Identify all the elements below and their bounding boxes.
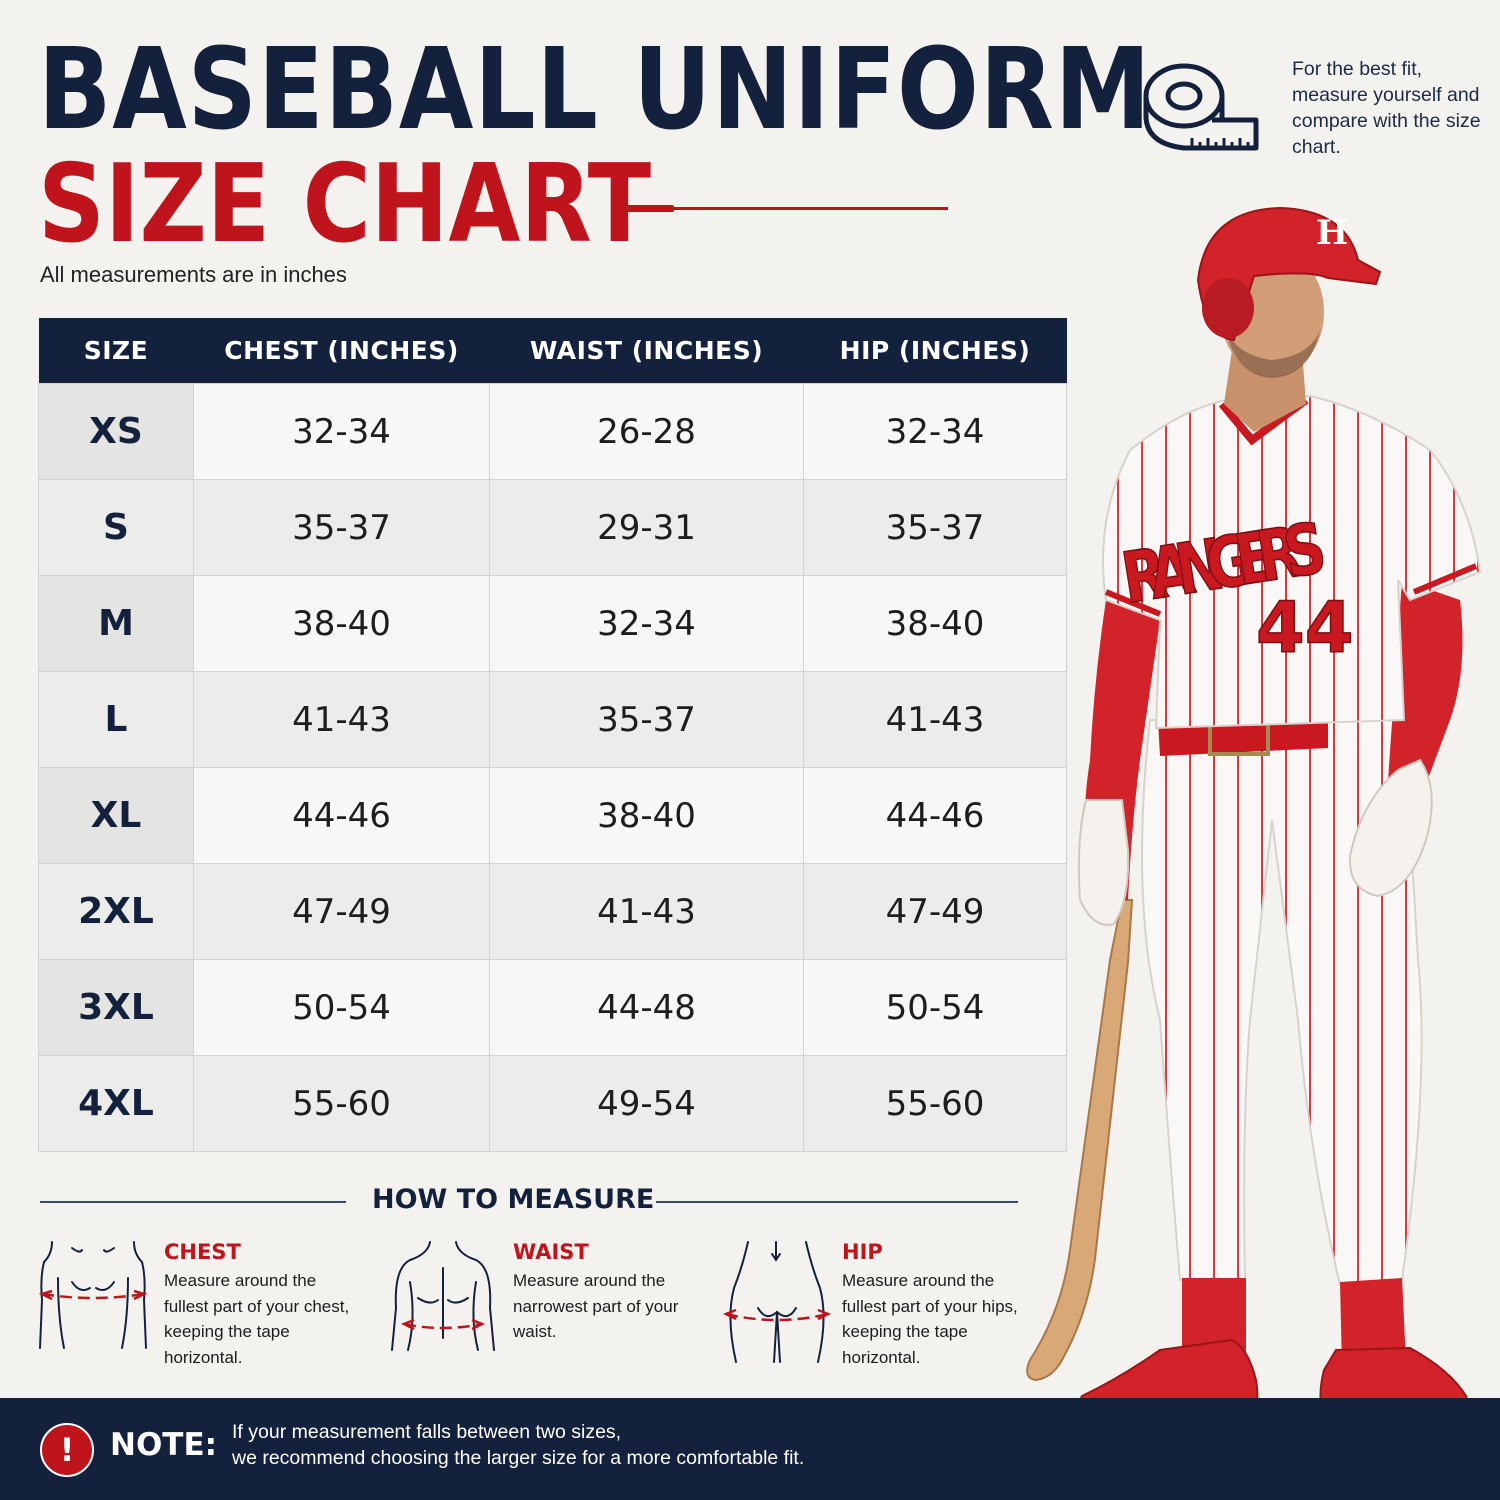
table-row: 2XL 47-49 41-43 47-49: [38, 863, 1067, 960]
chest-cell: 41-43: [193, 671, 490, 768]
measuring-tape-icon: [1143, 63, 1259, 151]
waist-label: WAIST: [513, 1240, 589, 1264]
chest-label: CHEST: [164, 1240, 241, 1264]
hip-cell: 47-49: [803, 863, 1067, 960]
size-cell: S: [38, 479, 194, 576]
waist-cell: 26-28: [489, 383, 804, 480]
units-note: All measurements are in inches: [40, 262, 347, 287]
waist-instructions: Measure around the narrowest part of you…: [513, 1271, 679, 1341]
note-text-line1: If your measurement falls between two si…: [232, 1421, 622, 1443]
hip-cell: 32-34: [803, 383, 1067, 480]
size-cell: 3XL: [38, 959, 194, 1056]
hip-diagram-icon: [722, 1241, 832, 1363]
size-cell: L: [38, 671, 194, 768]
jersey-number: 44: [1256, 587, 1353, 669]
alert-icon: !: [40, 1423, 94, 1477]
note-label: NOTE:: [110, 1427, 218, 1463]
table-row: 4XL 55-60 49-54 55-60: [38, 1055, 1067, 1152]
table-row: M 38-40 32-34 38-40: [38, 575, 1067, 672]
chest-instructions: Measure around the fullest part of your …: [164, 1271, 350, 1367]
size-cell: XS: [38, 383, 194, 480]
table-row: S 35-37 29-31 35-37: [38, 479, 1067, 576]
header-waist: WAIST (INCHES): [489, 318, 804, 384]
size-cell: 4XL: [38, 1055, 194, 1152]
hip-cell: 38-40: [803, 575, 1067, 672]
waist-diagram-icon: [391, 1241, 495, 1351]
note-text: If your measurement falls between two si…: [232, 1419, 932, 1471]
title-accent-line: [612, 205, 948, 212]
baseball-player-illustration: H RANGERS 44: [1026, 206, 1482, 1436]
header-size: SIZE: [38, 318, 194, 384]
waist-cell: 38-40: [489, 767, 804, 864]
section-divider-right: [656, 1201, 1018, 1203]
header-hip: HIP (INCHES): [803, 318, 1067, 384]
hip-cell: 35-37: [803, 479, 1067, 576]
chest-cell: 44-46: [193, 767, 490, 864]
helmet-letter: H: [1316, 213, 1348, 253]
hip-label: HIP: [842, 1240, 883, 1264]
header-chest: CHEST (INCHES): [193, 318, 490, 384]
table-header-row: SIZE CHEST (INCHES) WAIST (INCHES) HIP (…: [38, 318, 1067, 384]
note-bar: [0, 1398, 1500, 1500]
page-subtitle-size-chart: SIZE CHART: [38, 142, 652, 267]
waist-cell: 35-37: [489, 671, 804, 768]
size-cell: M: [38, 575, 194, 672]
hip-cell: 44-46: [803, 767, 1067, 864]
how-to-measure-title: HOW TO MEASURE: [372, 1184, 655, 1215]
waist-cell: 49-54: [489, 1055, 804, 1152]
hip-cell: 50-54: [803, 959, 1067, 1056]
table-row: 3XL 50-54 44-48 50-54: [38, 959, 1067, 1056]
chest-cell: 50-54: [193, 959, 490, 1056]
chest-cell: 35-37: [193, 479, 490, 576]
table-row: XL 44-46 38-40 44-46: [38, 767, 1067, 864]
chest-cell: 47-49: [193, 863, 490, 960]
table-row: XS 32-34 26-28 32-34: [38, 383, 1067, 480]
size-cell: XL: [38, 767, 194, 864]
waist-cell: 32-34: [489, 575, 804, 672]
size-cell: 2XL: [38, 863, 194, 960]
hip-cell: 41-43: [803, 671, 1067, 768]
chest-cell: 55-60: [193, 1055, 490, 1152]
page-title: BASEBALL UNIFORM: [38, 25, 1152, 155]
waist-cell: 29-31: [489, 479, 804, 576]
note-text-line2: we recommend choosing the larger size fo…: [232, 1447, 805, 1469]
waist-cell: 44-48: [489, 959, 804, 1056]
hip-instructions: Measure around the fullest part of your …: [842, 1271, 1018, 1367]
chest-cell: 32-34: [193, 383, 490, 480]
fit-tip: For the best fit, measure yourself and c…: [1292, 58, 1481, 158]
waist-cell: 41-43: [489, 863, 804, 960]
hip-cell: 55-60: [803, 1055, 1067, 1152]
chest-diagram-icon: [38, 1241, 148, 1349]
size-table: SIZE CHEST (INCHES) WAIST (INCHES) HIP (…: [38, 318, 1067, 1152]
section-divider-left: [40, 1201, 346, 1203]
chest-cell: 38-40: [193, 575, 490, 672]
table-row: L 41-43 35-37 41-43: [38, 671, 1067, 768]
